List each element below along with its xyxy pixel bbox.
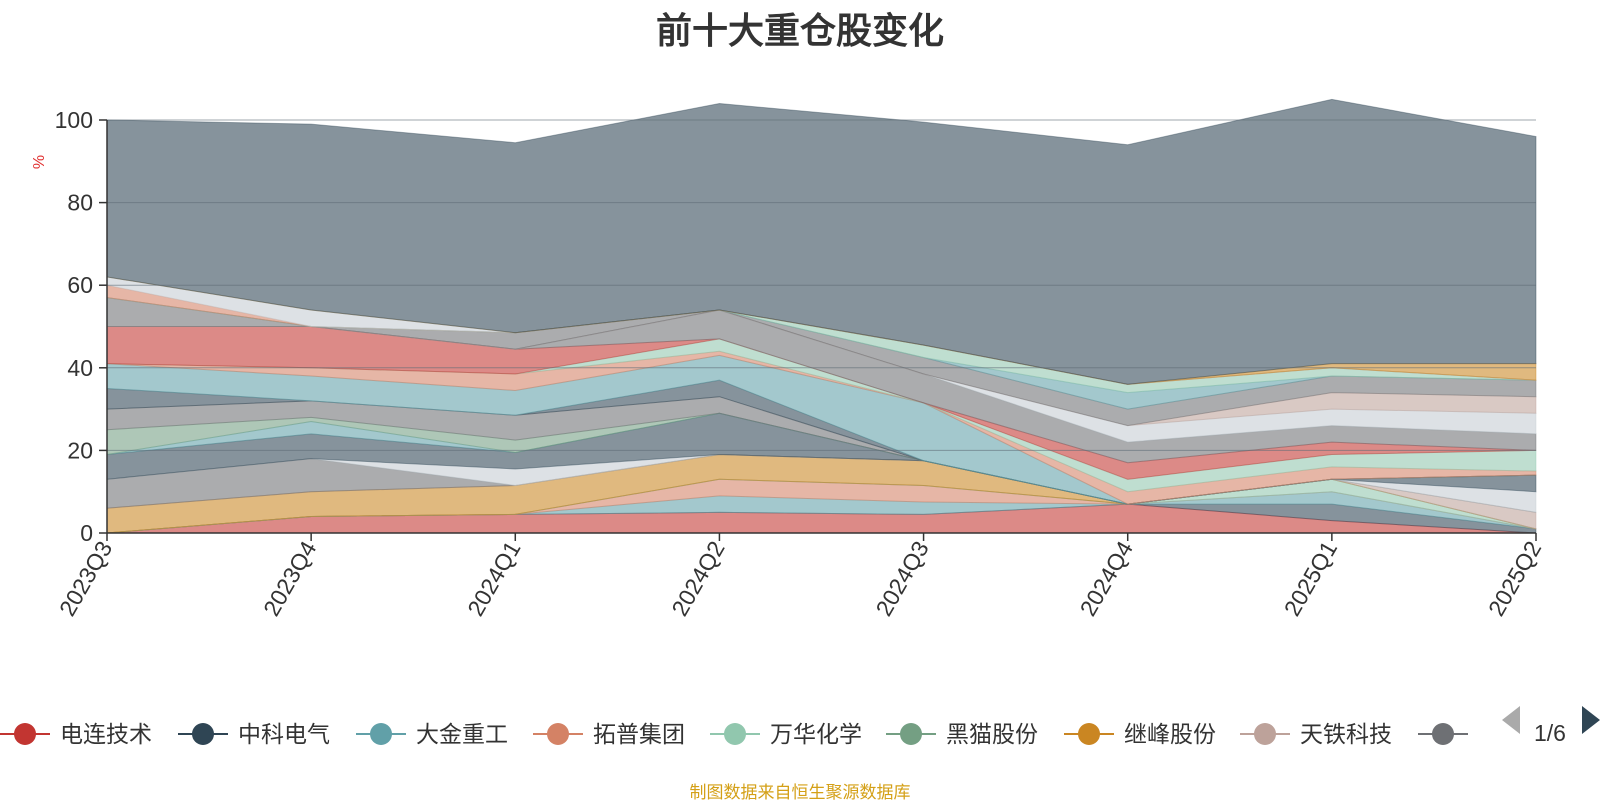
legend-item-7[interactable]: 继峰股份 (1064, 721, 1216, 747)
area-series-20 (107, 309, 1537, 464)
legend-label: 中科电气 (238, 721, 330, 747)
y-axis-unit-label: % (31, 155, 48, 169)
area-series-16 (106, 354, 1537, 505)
area-series-layer (106, 98, 1537, 534)
x-tick-labels: 2023Q3 2023Q4 2024Q1 2024Q2 2024Q3 2024Q4 2025… (54, 533, 1546, 620)
legend-label: 大金重工 (416, 721, 508, 747)
legend-label: 黑猫股份 (946, 721, 1038, 747)
legend-label: 电连技术 (60, 721, 152, 747)
area-series-29 (106, 98, 1537, 385)
x-tick-label: 2024Q4 (1075, 536, 1139, 620)
x-tick-label: 2025Q1 (1279, 537, 1342, 621)
area-series-21 (107, 309, 1537, 443)
legend-marker-icon (14, 723, 36, 745)
legend-marker-icon (1078, 723, 1100, 745)
area-series-10 (106, 454, 1537, 513)
area-series-23 (106, 297, 1537, 427)
legend: 电连技术 中科电气 大金重工 拓普集团 万华化学 黑猫股份 继峰股份 天铁科技 (0, 721, 1468, 747)
legend-pager: 1/6 (1502, 706, 1600, 746)
legend-prev-arrow-icon[interactable] (1502, 706, 1520, 734)
x-tick-label: 2024Q2 (666, 537, 729, 621)
area-series-19 (106, 326, 1537, 480)
legend-item-6[interactable]: 黑猫股份 (886, 721, 1038, 747)
legend-marker-icon (1254, 723, 1276, 745)
y-tick-labels: 0 20 40 60 80 100 (55, 107, 107, 546)
y-tick-label: 60 (67, 272, 93, 298)
area-series-2 (106, 503, 1537, 534)
legend-label: 拓普集团 (593, 721, 685, 747)
data-source-note: 制图数据来自恒生聚源数据库 (689, 783, 911, 802)
legend-item-5[interactable]: 万华化学 (710, 721, 862, 747)
area-series-22 (107, 309, 1537, 427)
chart-title: 前十大重仓股变化 (655, 10, 944, 51)
grid-lines (107, 119, 1536, 451)
legend-item-4[interactable]: 拓普集团 (533, 721, 685, 747)
legend-item-3[interactable]: 大金重工 (356, 721, 508, 747)
legend-item-8[interactable]: 天铁科技 (1240, 721, 1392, 747)
legend-page-indicator: 1/6 (1534, 720, 1566, 746)
legend-item-2[interactable]: 中科电气 (178, 721, 330, 747)
x-tick-label: 2023Q3 (54, 537, 117, 621)
legend-marker-icon (547, 723, 569, 745)
area-series-14 (106, 396, 1537, 505)
area-series-17 (106, 350, 1537, 505)
legend-marker-icon (370, 723, 392, 745)
legend-next-arrow-icon[interactable] (1582, 706, 1600, 734)
area-series-18 (106, 338, 1537, 493)
legend-label: 天铁科技 (1300, 721, 1392, 747)
area-series-13 (106, 412, 1537, 505)
legend-marker-icon (192, 723, 214, 745)
y-tick-label: 80 (67, 190, 93, 216)
y-tick-label: 20 (67, 437, 93, 463)
y-tick-label: 40 (67, 355, 93, 381)
x-tick-label: 2024Q1 (462, 537, 525, 621)
axes (106, 120, 1536, 534)
legend-marker-icon (900, 723, 922, 745)
legend-item-9[interactable] (1418, 723, 1468, 745)
legend-item-1[interactable]: 电连技术 (0, 721, 152, 747)
area-series-28 (106, 276, 1537, 385)
area-series-11 (106, 412, 1537, 505)
x-tick-label: 2023Q4 (258, 536, 322, 620)
y-tick-label: 0 (80, 520, 93, 546)
area-series-8 (106, 454, 1537, 530)
x-tick-label: 2025Q2 (1483, 537, 1546, 621)
legend-marker-icon (1432, 723, 1454, 745)
legend-marker-icon (724, 723, 746, 745)
legend-label: 继峰股份 (1124, 721, 1216, 747)
x-tick-label: 2024Q3 (870, 537, 933, 621)
y-tick-label: 100 (55, 107, 93, 133)
legend-label: 万华化学 (770, 721, 862, 747)
